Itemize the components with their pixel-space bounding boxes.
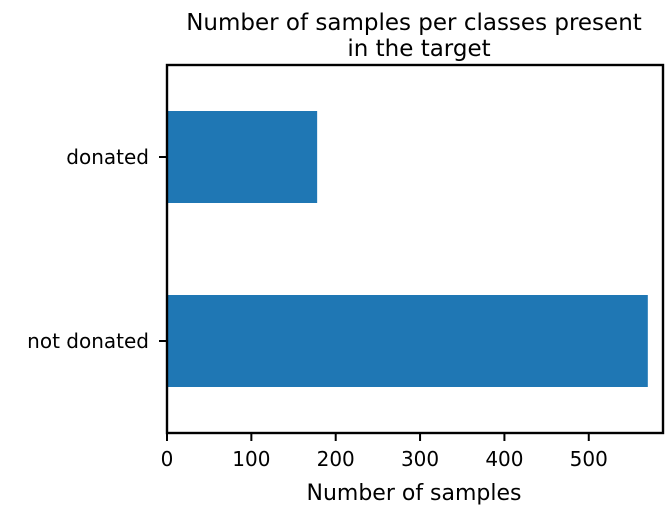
x-axis-label: Number of samples xyxy=(306,481,521,506)
x-tick-label-500: 500 xyxy=(570,447,608,471)
axes-layer: not donated donated 0 100 200 300 400 500 xyxy=(27,63,665,471)
x-tick-label-400: 400 xyxy=(485,447,523,471)
bars-layer xyxy=(167,111,648,387)
x-tick-label-100: 100 xyxy=(232,447,270,471)
chart-title-line-1: Number of samples per classes present xyxy=(186,10,642,36)
bar-donated xyxy=(167,111,318,203)
bar-not-donated xyxy=(167,295,648,387)
y-tick-label-not-donated: not donated xyxy=(27,329,149,353)
x-tick-label-300: 300 xyxy=(401,447,439,471)
x-tick-label-200: 200 xyxy=(317,447,355,471)
chart-title-line-2: in the target xyxy=(347,36,490,62)
y-tick-label-donated: donated xyxy=(66,145,149,169)
plot-frame xyxy=(165,63,665,435)
x-tick-label-0: 0 xyxy=(161,447,174,471)
